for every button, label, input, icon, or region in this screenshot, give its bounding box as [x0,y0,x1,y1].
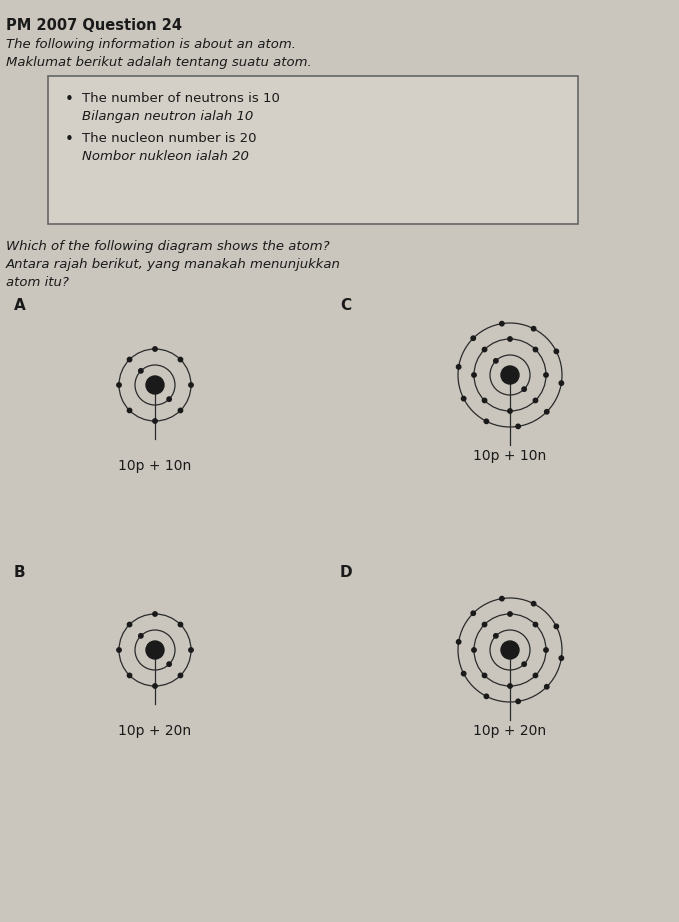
Text: 10p + 10n: 10p + 10n [473,449,547,463]
Circle shape [500,597,504,601]
Circle shape [554,349,559,354]
Circle shape [533,348,538,352]
Circle shape [128,673,132,678]
Circle shape [146,376,164,394]
Circle shape [522,387,526,391]
Circle shape [167,662,171,667]
Circle shape [559,381,564,385]
Text: A: A [14,298,26,313]
Circle shape [462,396,466,401]
Circle shape [532,326,536,331]
Circle shape [179,358,183,361]
Circle shape [533,398,538,403]
Circle shape [500,322,504,325]
Text: PM 2007 Question 24: PM 2007 Question 24 [6,18,182,33]
Text: Antara rajah berikut, yang manakah menunjukkan: Antara rajah berikut, yang manakah menun… [6,258,341,271]
Text: atom itu?: atom itu? [6,276,69,289]
Circle shape [153,419,158,423]
Circle shape [472,648,476,652]
Circle shape [128,622,132,627]
Circle shape [153,612,158,616]
Circle shape [139,369,143,373]
Text: Nombor nukleon ialah 20: Nombor nukleon ialah 20 [82,150,249,163]
Circle shape [544,372,548,377]
Circle shape [508,684,512,688]
Circle shape [484,694,489,699]
Circle shape [545,409,549,414]
Circle shape [516,424,520,429]
Circle shape [153,347,158,351]
Circle shape [471,611,475,615]
Text: •: • [65,132,74,147]
Text: 10p + 10n: 10p + 10n [118,459,191,473]
Circle shape [533,622,538,627]
Text: D: D [340,565,352,580]
Circle shape [554,624,559,629]
Circle shape [501,366,519,384]
Circle shape [167,397,171,401]
Circle shape [516,699,520,703]
Circle shape [494,359,498,363]
Text: The number of neutrons is 10: The number of neutrons is 10 [82,92,280,105]
Circle shape [179,622,183,627]
Circle shape [128,408,132,413]
Text: The nucleon number is 20: The nucleon number is 20 [82,132,257,145]
Circle shape [545,684,549,689]
Circle shape [146,641,164,659]
Circle shape [117,383,121,387]
Circle shape [482,348,487,352]
Text: The following information is about an atom.: The following information is about an at… [6,38,296,51]
Circle shape [482,673,487,678]
Circle shape [189,383,194,387]
Circle shape [544,648,548,652]
Text: 10p + 20n: 10p + 20n [473,724,547,738]
Circle shape [532,601,536,606]
Circle shape [128,358,132,361]
Circle shape [472,372,476,377]
Circle shape [501,641,519,659]
Circle shape [153,684,158,688]
Circle shape [179,408,183,413]
Circle shape [494,633,498,638]
Circle shape [462,671,466,676]
Text: C: C [340,298,351,313]
Circle shape [471,336,475,340]
Circle shape [522,662,526,667]
Circle shape [139,633,143,638]
Circle shape [189,648,194,652]
Circle shape [482,398,487,403]
Circle shape [508,408,512,413]
Text: 10p + 20n: 10p + 20n [118,724,191,738]
Circle shape [482,622,487,627]
Circle shape [179,673,183,678]
Circle shape [533,673,538,678]
Text: •: • [65,92,74,107]
Circle shape [456,640,461,644]
Circle shape [559,656,564,660]
Text: Maklumat berikut adalah tentang suatu atom.: Maklumat berikut adalah tentang suatu at… [6,56,312,69]
Text: Bilangan neutron ialah 10: Bilangan neutron ialah 10 [82,110,253,123]
Text: Which of the following diagram shows the atom?: Which of the following diagram shows the… [6,240,329,253]
Text: B: B [14,565,26,580]
Circle shape [117,648,121,652]
Circle shape [456,365,461,369]
Circle shape [508,612,512,616]
Bar [48,76,578,224]
Circle shape [484,420,489,423]
Circle shape [508,337,512,341]
